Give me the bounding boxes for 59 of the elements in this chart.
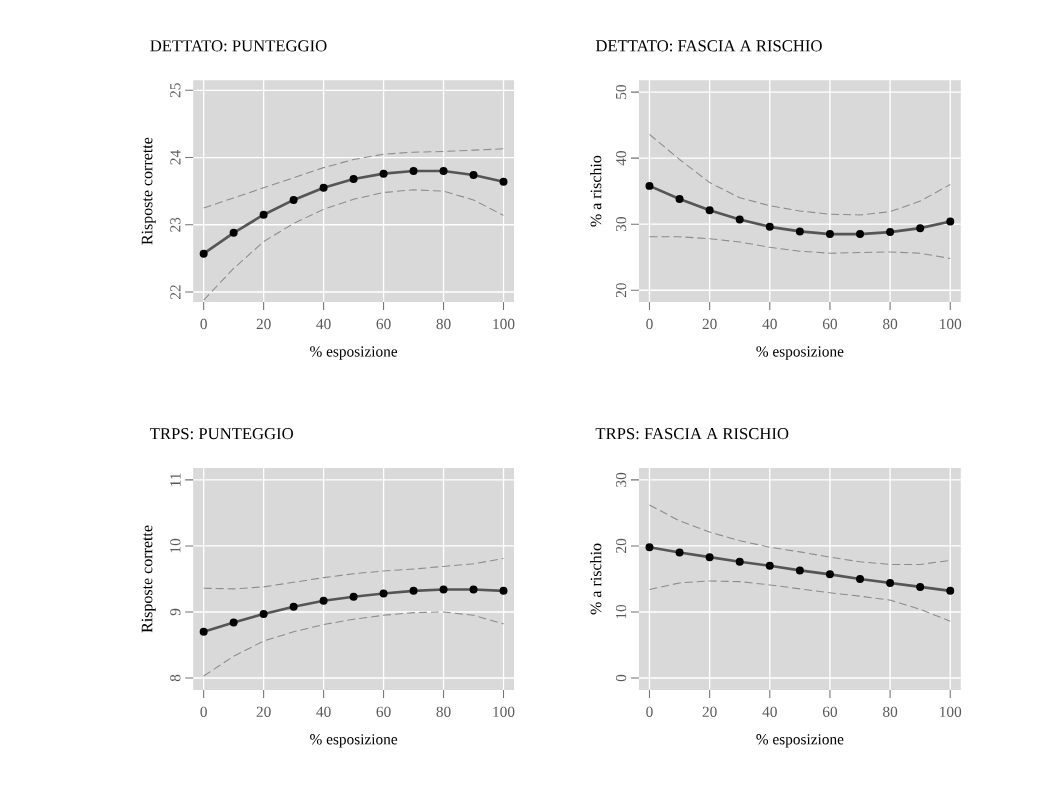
x-tick-label: 20 <box>256 706 271 717</box>
x-axis-title: % esposizione <box>756 346 844 360</box>
x-tick-label: 100 <box>940 318 962 330</box>
line-series <box>648 580 951 622</box>
x-tick-label: 0 <box>646 706 653 717</box>
x-tick-label: 60 <box>376 318 391 330</box>
y-tick-label: 22 <box>170 285 181 299</box>
x-tick-label: 100 <box>493 706 515 717</box>
x-tick-label: 100 <box>493 318 515 330</box>
chart-title: DETTATO: PUNTEGGIO <box>150 40 327 52</box>
x-axis-title: % esposizione <box>756 734 844 748</box>
x-tick-label: 80 <box>883 318 898 330</box>
x-tick-label: 0 <box>646 318 653 330</box>
x-tick-label: 40 <box>762 318 777 330</box>
x-tick-label: 80 <box>436 318 451 330</box>
y-tick-label: 11 <box>170 473 181 486</box>
y-tick-label: 30 <box>615 472 627 487</box>
chart-title: DETTATO: FASCIA A RISCHIO <box>595 40 822 52</box>
y-tick-label: 10 <box>615 604 627 619</box>
y-tick-label: 10 <box>170 538 181 553</box>
line-series <box>648 133 951 216</box>
x-tick-label: 0 <box>200 706 207 717</box>
x-tick-label: 60 <box>822 318 838 330</box>
x-tick-label: 20 <box>702 706 717 717</box>
x-tick-label: 80 <box>436 706 451 717</box>
y-axis-title: % a rischio <box>590 155 602 227</box>
x-tick-label: 40 <box>316 318 331 330</box>
x-tick-label: 40 <box>316 706 331 717</box>
line-series <box>648 504 951 565</box>
y-axis-title: Risposte corrette <box>141 525 156 633</box>
x-tick-label: 20 <box>256 318 271 330</box>
x-tick-label: 100 <box>940 706 962 717</box>
line-series <box>203 557 505 590</box>
y-axis-title: % a rischio <box>590 543 602 615</box>
x-tick-label: 20 <box>702 318 717 330</box>
y-tick-label: 8 <box>170 674 181 682</box>
y-tick-label: 23 <box>170 217 181 232</box>
y-tick-label: 0 <box>615 674 627 682</box>
y-axis-title: Risposte corrette <box>141 137 156 245</box>
x-tick-label: 0 <box>200 318 207 330</box>
y-tick-label: 24 <box>170 150 181 165</box>
x-tick-label: 60 <box>822 706 838 717</box>
y-tick-label: 20 <box>615 283 627 298</box>
y-tick-label: 20 <box>615 538 627 553</box>
line-series <box>648 236 951 259</box>
y-tick-label: 50 <box>615 84 627 99</box>
x-tick-label: 80 <box>883 706 898 717</box>
chart-title: TRPS: PUNTEGGIO <box>150 427 293 440</box>
chart-title: TRPS: FASCIA A RISCHIO <box>595 427 789 440</box>
y-tick-label: 9 <box>170 608 181 616</box>
x-tick-label: 60 <box>376 706 391 717</box>
line-series <box>203 189 505 301</box>
x-tick-label: 40 <box>762 706 777 717</box>
x-axis-title: % esposizione <box>310 734 398 748</box>
x-axis-title: % esposizione <box>310 346 398 360</box>
y-tick-label: 30 <box>615 217 627 232</box>
y-tick-label: 40 <box>615 150 627 166</box>
y-tick-label: 25 <box>170 83 181 98</box>
line-series <box>203 148 505 209</box>
